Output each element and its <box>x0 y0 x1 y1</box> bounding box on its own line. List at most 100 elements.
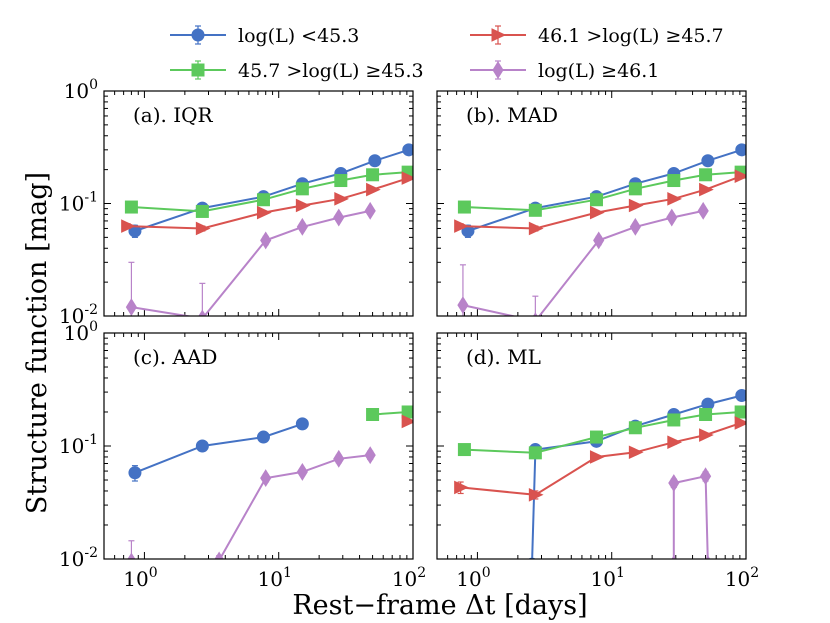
series-line-lum4 <box>462 209 704 316</box>
point-lum3 <box>334 192 349 206</box>
series-line-lum4 <box>218 454 371 559</box>
x-tick-label-base: 10 <box>456 567 481 591</box>
x-tick-label-base: 10 <box>725 567 750 591</box>
point-lum4 <box>629 217 641 236</box>
point-lum3 <box>699 182 714 197</box>
legend-label-lum3: 46.1 >log(L) ≥45.7 <box>538 25 724 47</box>
point-lum4 <box>457 296 469 315</box>
point-lum3 <box>589 450 605 464</box>
legend-item-lum1: log(L) <45.3 <box>170 25 359 47</box>
panel-data <box>127 405 413 559</box>
point-lum3 <box>667 435 682 450</box>
y-tick-label-base: 10 <box>59 192 84 216</box>
point-lum4 <box>260 469 272 488</box>
series-lum2 <box>457 405 746 460</box>
point-lum2 <box>528 203 542 217</box>
point-lum2 <box>628 421 642 435</box>
series-lum2 <box>366 405 413 422</box>
legend-label-lum1: log(L) <45.3 <box>238 25 359 47</box>
point-lum2 <box>334 174 348 188</box>
legend-marker-lum3 <box>491 28 507 42</box>
x-tick-label-exponent: 2 <box>417 565 426 581</box>
y-tick-label: 100 <box>64 319 98 345</box>
point-lum1 <box>735 388 746 402</box>
x-tick-label-exponent: 2 <box>750 565 759 581</box>
y-tick-label-exponent: 0 <box>89 319 98 335</box>
x-tick-label-base: 10 <box>123 567 148 591</box>
x-tick-label: 100 <box>456 565 490 591</box>
series-lum1 <box>128 417 309 482</box>
panel-frame <box>103 90 414 317</box>
point-lum2 <box>195 204 209 218</box>
point-lum3 <box>121 219 136 233</box>
point-lum2 <box>699 168 713 182</box>
point-lum4 <box>125 298 138 316</box>
point-lum2 <box>256 193 270 207</box>
legend-item-lum3: 46.1 >log(L) ≥45.7 <box>470 25 724 47</box>
point-lum2 <box>124 200 138 214</box>
point-lum2 <box>667 413 681 427</box>
series-lum3 <box>401 414 413 429</box>
point-lum2 <box>366 168 380 182</box>
legend-label-lum4: log(L) ≥46.1 <box>538 60 659 82</box>
y-tick-label-exponent: -1 <box>84 432 98 448</box>
point-lum2 <box>295 182 309 196</box>
point-lum2 <box>667 174 681 188</box>
point-lum4 <box>296 462 308 481</box>
legend-marker-lum1 <box>191 28 205 42</box>
legend-marker-lum2 <box>191 63 205 77</box>
point-lum1 <box>128 224 142 238</box>
point-lum1 <box>295 417 309 431</box>
y-axis-label: Structure function [mag] <box>22 172 53 514</box>
series-line-lum1 <box>134 422 303 474</box>
series-lum3 <box>121 171 413 236</box>
y-tick-label-exponent: -2 <box>84 302 98 318</box>
panel-2: (b). MAD <box>436 90 747 317</box>
x-tick-label: 100 <box>123 565 157 591</box>
point-lum3 <box>401 171 413 185</box>
panel-ticks <box>103 332 414 560</box>
point-lum4 <box>697 201 709 220</box>
point-lum2 <box>589 193 603 207</box>
panel-frame <box>436 332 747 560</box>
point-lum2 <box>457 200 471 214</box>
point-lum1 <box>368 154 382 168</box>
point-lum1 <box>402 143 413 157</box>
point-lum2 <box>734 405 746 419</box>
point-lum2 <box>628 182 642 196</box>
point-lum1 <box>128 466 142 480</box>
series-line-lum4 <box>672 474 709 559</box>
legend: log(L) <45.3 45.7 >log(L) ≥45.3 46.1 >log(… <box>170 25 724 82</box>
panel-frame <box>436 90 747 317</box>
point-lum2 <box>699 408 713 422</box>
panel-label: (d). ML <box>466 345 541 369</box>
point-lum3 <box>195 221 211 236</box>
point-lum2 <box>528 446 542 460</box>
y-tick-label-exponent: -2 <box>84 545 98 561</box>
point-lum1 <box>256 430 270 444</box>
panel-frame <box>103 332 414 560</box>
point-lum4 <box>705 555 711 559</box>
point-lum4 <box>333 208 345 227</box>
point-lum3 <box>528 221 544 236</box>
point-lum3 <box>295 198 311 213</box>
panel-data <box>121 143 413 316</box>
x-tick-label: 101 <box>258 565 292 591</box>
x-tick-label: 102 <box>725 565 759 591</box>
point-lum4 <box>593 231 605 250</box>
x-tick-label-base: 10 <box>591 567 616 591</box>
point-lum3 <box>528 488 544 502</box>
panel-background <box>437 333 746 559</box>
point-lum1 <box>528 557 536 559</box>
point-lum3 <box>628 198 644 213</box>
x-tick-label-exponent: 1 <box>616 565 625 581</box>
x-axis-label: Rest−frame Δt [days] <box>292 590 587 621</box>
point-lum4 <box>364 446 376 465</box>
panel-label: (b). MAD <box>466 103 558 127</box>
point-lum1 <box>461 224 475 238</box>
legend-item-lum4: log(L) ≥46.1 <box>470 60 659 82</box>
